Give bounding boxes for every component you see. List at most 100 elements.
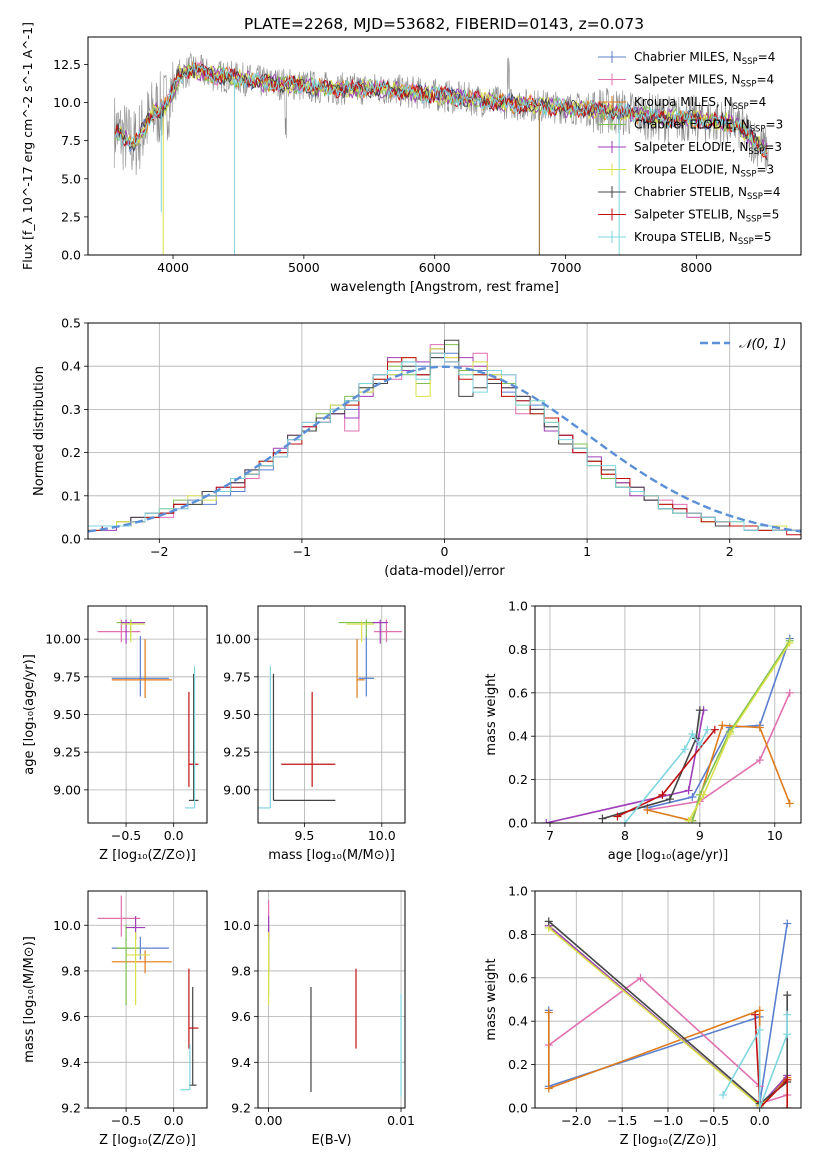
y-tick-label: 0.0 — [508, 1101, 528, 1116]
y-tick-label: 10.0 — [223, 918, 251, 933]
y-axis-label: mass weight — [484, 673, 499, 755]
y-tick-label: 0.0 — [508, 816, 528, 831]
x-axis-label: (data-model)/error — [384, 564, 505, 579]
y-axis-label: mass weight — [484, 958, 499, 1040]
residuals-plot-area — [88, 339, 801, 536]
weight-vs-z-plot-area — [544, 917, 792, 1108]
x-axis-label: Z [log₁₀(Z/Z⊙)] — [620, 1133, 717, 1148]
legend-label-kroupa_stelib: Kroupa STELIB, NSSP=5 — [634, 230, 772, 247]
panel-mass-vs-z: −0.5 0.0 9.2 9.4 9.6 9.8 10.0 Z [log₁₀(Z/Z⊙)] ma… — [22, 890, 208, 1148]
y-tick-label: 9.25 — [223, 745, 251, 760]
x-tick-label: −2.0 — [561, 1113, 591, 1128]
panel-age-vs-mass: 9.5 10.0 9.00 9.25 9.50 9.75 10.00 mass [log₁₀(… — [215, 605, 406, 863]
panel-spectrum: 4000 5000 6000 7000 8000 0.0 2.5 5.0 7.5 10.0 12.5… — [20, 22, 802, 295]
y-tick-label: 9.2 — [61, 1101, 81, 1116]
x-tick-label: −2 — [150, 544, 168, 559]
y-tick-label: 1.0 — [508, 884, 528, 899]
x-tick-label: 0.00 — [255, 1113, 283, 1128]
y-tick-label: 0.1 — [61, 488, 81, 503]
y-tick-label: 0.4 — [61, 359, 81, 374]
x-tick-label: 9 — [696, 828, 704, 843]
y-tick-label: 10.0 — [53, 95, 81, 110]
x-tick-label: 10.0 — [368, 828, 396, 843]
model-spectrum-kroupa_stelib — [115, 62, 768, 157]
y-tick-label: 9.8 — [61, 963, 81, 978]
panel-mass-vs-ebv: 0.00 0.01 9.2 9.4 9.6 9.8 10.0 E(B-V) — [223, 890, 415, 1148]
y-tick-label: 9.6 — [61, 1009, 81, 1024]
x-tick-label: 8000 — [680, 260, 712, 275]
y-axis-label: age [log₁₀(age/yr)] — [22, 654, 37, 775]
y-tick-label: 5.0 — [61, 171, 81, 186]
x-axis-label: age [log₁₀(age/yr)] — [608, 848, 729, 863]
x-tick-label: 2 — [726, 544, 734, 559]
y-axis-label: Flux [f_λ 10^-17 erg cm^-2 s^-1 A^-1] — [20, 22, 35, 270]
legend-label-chabrier_elodie: Chabrier ELODIE, NSSP=3 — [634, 118, 783, 135]
y-tick-label: 7.5 — [61, 133, 81, 148]
axes-frame — [87, 322, 802, 540]
x-tick-label: 0.0 — [164, 828, 184, 843]
normal-distribution-curve — [88, 365, 801, 533]
y-tick-label: 12.5 — [53, 57, 81, 72]
y-tick-label: 9.4 — [231, 1055, 251, 1070]
weight-line-salpeter_miles — [647, 692, 791, 811]
x-tick-label: −1.5 — [607, 1113, 637, 1128]
axes-frame — [257, 890, 406, 1109]
axes-frame — [87, 36, 802, 256]
y-tick-label: 9.75 — [223, 669, 251, 684]
y-tick-label: 0.4 — [508, 1014, 528, 1029]
x-tick-label: 8 — [621, 828, 629, 843]
y-tick-label: 9.4 — [61, 1055, 81, 1070]
y-tick-label: 0.5 — [61, 316, 81, 331]
mass-vs-z-plot-area — [97, 895, 199, 1091]
legend-label-salpeter_stelib: Salpeter STELIB, NSSP=5 — [634, 208, 779, 225]
mass-vs-ebv-plot-area — [267, 900, 402, 1097]
weight-line-kroupa_stelib — [722, 1014, 788, 1108]
x-tick-label: 7000 — [550, 260, 582, 275]
y-tick-label: 0.6 — [508, 970, 528, 985]
y-tick-label: 9.00 — [223, 782, 251, 797]
x-tick-label: 0.0 — [164, 1113, 184, 1128]
y-tick-label: 9.2 — [231, 1101, 251, 1116]
y-tick-label: 10.00 — [215, 632, 251, 647]
x-axis-label: Z [log₁₀(Z/Z⊙)] — [99, 1133, 196, 1148]
x-tick-label: 0.01 — [387, 1113, 415, 1128]
x-axis-label: mass [log₁₀(M/M⊙)] — [268, 848, 395, 863]
panel-residuals: −2 −1 0 1 2 0.0 0.1 0.2 0.3 0.4 0.5 (data-model)/er… — [32, 316, 802, 579]
y-tick-label: 0.8 — [508, 927, 528, 942]
y-tick-label: 9.8 — [231, 963, 251, 978]
y-tick-label: 0.2 — [508, 1057, 528, 1072]
x-tick-label: −1 — [293, 544, 311, 559]
legend-label-chabrier_stelib: Chabrier STELIB, NSSP=4 — [634, 185, 781, 202]
panel-age-vs-z: −0.5 0.0 9.00 9.25 9.50 9.75 10.00 Z [log₁₀(Z/Z… — [22, 605, 208, 863]
y-tick-label: 10.00 — [45, 632, 81, 647]
y-axis-label: Normed distribution — [32, 366, 47, 496]
y-tick-label: 0.4 — [508, 729, 528, 744]
y-axis-label: mass [log₁₀(M/M⊙)] — [22, 936, 37, 1063]
axes-frame — [534, 605, 802, 824]
y-tick-label: 0.2 — [61, 445, 81, 460]
y-tick-label: 0.0 — [61, 248, 81, 263]
y-tick-label: 1.0 — [508, 599, 528, 614]
x-tick-label: 0 — [441, 544, 449, 559]
x-tick-label: 0.0 — [750, 1113, 770, 1128]
axes-layer: 4000 5000 6000 7000 80000.02.55.07.510.012.5… — [20, 22, 802, 1148]
x-tick-label: 6000 — [419, 260, 451, 275]
y-tick-label: 9.6 — [231, 1009, 251, 1024]
x-axis-label: Z [log₁₀(Z/Z⊙)] — [99, 848, 196, 863]
panel-weight-vs-age: 7 8 9 10 0.0 0.2 0.4 0.6 0.8 1.0 age [log₁₀(age/yr… — [484, 599, 802, 863]
weight-vs-age-plot-area — [542, 634, 794, 823]
x-tick-label: −0.5 — [699, 1113, 729, 1128]
x-tick-label: 10 — [767, 828, 783, 843]
y-tick-label: 9.50 — [223, 707, 251, 722]
x-tick-label: −0.5 — [111, 1113, 141, 1128]
legend-label-kroupa_miles: Kroupa MILES, NSSP=4 — [634, 95, 766, 112]
weight-line-salpeter_stelib — [754, 1014, 788, 1108]
y-tick-label: 0.6 — [508, 685, 528, 700]
y-tick-label: 9.75 — [53, 669, 81, 684]
spectrum-plot-area — [113, 52, 769, 255]
legend-label-kroupa_elodie: Kroupa ELODIE, NSSP=3 — [634, 163, 774, 180]
age-vs-mass-plot-area — [258, 619, 402, 809]
axes-frame — [87, 890, 208, 1109]
y-tick-label: 9.00 — [53, 782, 81, 797]
